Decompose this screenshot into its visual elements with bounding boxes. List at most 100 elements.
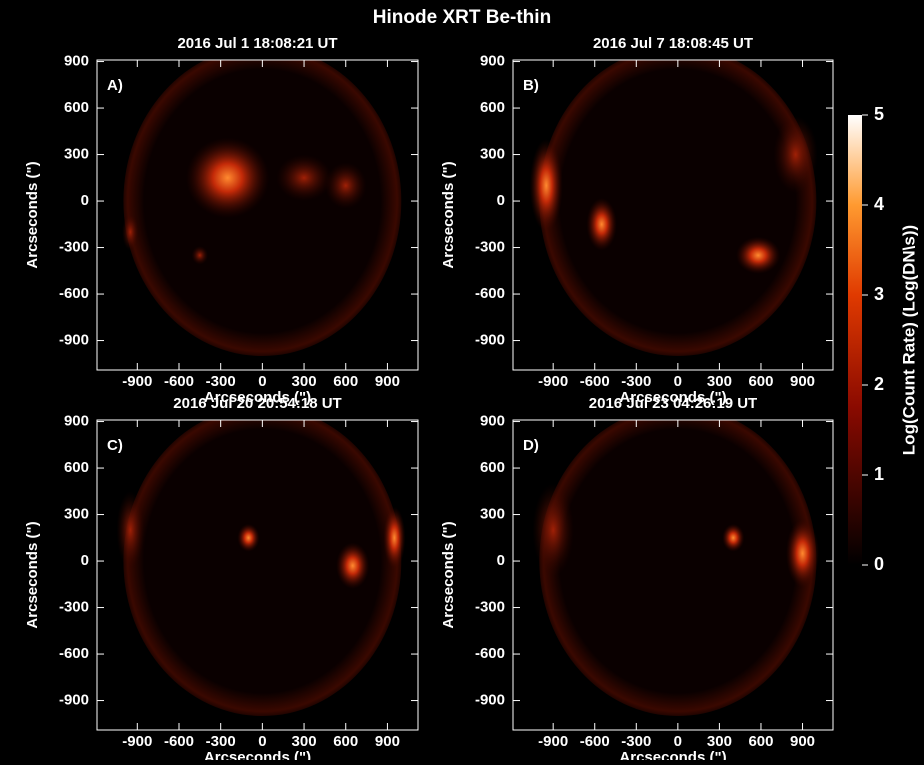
colorbar-tick-label: 1 <box>874 464 884 484</box>
y-tick-label: -300 <box>475 239 505 256</box>
active-region <box>586 198 616 251</box>
active-region <box>383 507 405 569</box>
y-tick-label: 0 <box>81 192 89 209</box>
x-tick-label: 0 <box>674 373 682 390</box>
colorbar-tick-label: 4 <box>874 194 884 214</box>
y-tick-label: -900 <box>59 332 89 349</box>
y-tick-label: -300 <box>59 239 89 256</box>
solar-image <box>97 46 418 370</box>
x-axis-label: Arcseconds (") <box>204 749 311 760</box>
x-tick-label: -600 <box>164 733 194 750</box>
y-tick-label: -300 <box>59 599 89 616</box>
solar-image <box>97 406 418 730</box>
y-tick-label: 300 <box>480 506 505 523</box>
x-tick-label: -600 <box>580 733 610 750</box>
active-region <box>122 213 139 250</box>
y-tick-label: -900 <box>475 692 505 709</box>
x-tick-label: 300 <box>292 733 317 750</box>
x-tick-label: 300 <box>707 733 732 750</box>
active-region <box>116 491 144 569</box>
active-region <box>186 138 269 219</box>
y-tick-label: 900 <box>480 413 505 430</box>
y-tick-label: 0 <box>81 552 89 569</box>
y-tick-label: 600 <box>64 459 89 476</box>
figure: Hinode XRT Be-thin -900-600-300030060090… <box>0 0 924 760</box>
x-tick-label: 600 <box>333 733 358 750</box>
y-tick-label: 900 <box>64 53 89 70</box>
x-tick-label: 600 <box>748 373 773 390</box>
y-tick-label: 600 <box>480 99 505 116</box>
y-tick-label: -600 <box>59 285 89 302</box>
active-region <box>325 162 367 209</box>
x-tick-label: -900 <box>122 733 152 750</box>
panel-title: 2016 Jul 1 18:08:21 UT <box>177 35 337 52</box>
colorbar-tick-label: 5 <box>874 104 884 124</box>
y-tick-label: -600 <box>59 645 89 662</box>
active-region <box>276 155 332 202</box>
y-tick-label: 0 <box>497 552 505 569</box>
y-axis-label: Arcseconds (") <box>24 161 41 268</box>
panel-label: B) <box>523 77 539 94</box>
x-tick-label: -900 <box>122 373 152 390</box>
y-tick-label: 300 <box>64 506 89 523</box>
y-tick-label: -300 <box>475 599 505 616</box>
colorbar-label: Log(Count Rate) (Log(DN\s)) <box>899 225 918 455</box>
x-tick-label: -900 <box>538 373 568 390</box>
colorbar-tick-label: 2 <box>874 374 884 394</box>
active-region <box>237 524 259 552</box>
x-tick-label: 900 <box>790 733 815 750</box>
y-axis-label: Arcseconds (") <box>440 161 457 268</box>
active-region <box>786 519 819 587</box>
y-tick-label: -900 <box>59 692 89 709</box>
x-tick-label: 300 <box>707 373 732 390</box>
x-tick-label: 600 <box>333 373 358 390</box>
y-tick-label: 300 <box>480 146 505 163</box>
solar-image <box>513 406 833 730</box>
colorbar-tick-label: 0 <box>874 554 884 574</box>
active-region <box>191 246 208 265</box>
colorbar <box>848 115 862 565</box>
y-tick-label: 0 <box>497 192 505 209</box>
x-tick-label: 900 <box>790 373 815 390</box>
y-tick-label: 300 <box>64 146 89 163</box>
panel-title: 2016 Jul 20 20:54:18 UT <box>173 395 341 412</box>
panel-label: C) <box>107 437 123 454</box>
y-axis-label: Arcseconds (") <box>440 521 457 628</box>
x-tick-label: 0 <box>258 373 266 390</box>
y-tick-label: -900 <box>475 332 505 349</box>
x-tick-label: -300 <box>621 733 651 750</box>
x-tick-label: -300 <box>206 373 236 390</box>
x-tick-label: -300 <box>206 733 236 750</box>
panel-label: A) <box>107 77 123 94</box>
active-region <box>722 524 744 552</box>
panel-label: D) <box>523 437 539 454</box>
x-tick-label: 600 <box>748 733 773 750</box>
x-tick-label: 900 <box>375 373 400 390</box>
active-region <box>532 484 574 577</box>
y-tick-label: 900 <box>480 53 505 70</box>
x-axis-label: Arcseconds (") <box>619 749 726 760</box>
x-tick-label: 300 <box>292 373 317 390</box>
active-region <box>773 116 817 194</box>
x-tick-label: 900 <box>375 733 400 750</box>
panel-title: 2016 Jul 7 18:08:45 UT <box>593 35 753 52</box>
x-tick-label: 0 <box>674 733 682 750</box>
x-tick-label: -600 <box>164 373 194 390</box>
y-tick-label: -600 <box>475 645 505 662</box>
solar-image <box>513 46 833 370</box>
panel-title: 2016 Jul 23 04:26:19 UT <box>589 395 757 412</box>
x-tick-label: 0 <box>258 733 266 750</box>
solar-disk <box>539 46 816 356</box>
x-tick-label: -600 <box>580 373 610 390</box>
active-region <box>530 139 563 232</box>
active-region <box>736 237 780 274</box>
y-tick-label: 900 <box>64 413 89 430</box>
colorbar-tick-label: 3 <box>874 284 884 304</box>
figure-title: Hinode XRT Be-thin <box>373 7 551 28</box>
y-tick-label: 600 <box>64 99 89 116</box>
y-axis-label: Arcseconds (") <box>24 521 41 628</box>
active-region <box>336 542 369 589</box>
x-tick-label: -300 <box>621 373 651 390</box>
y-tick-label: -600 <box>475 285 505 302</box>
solar-disk <box>539 406 816 716</box>
